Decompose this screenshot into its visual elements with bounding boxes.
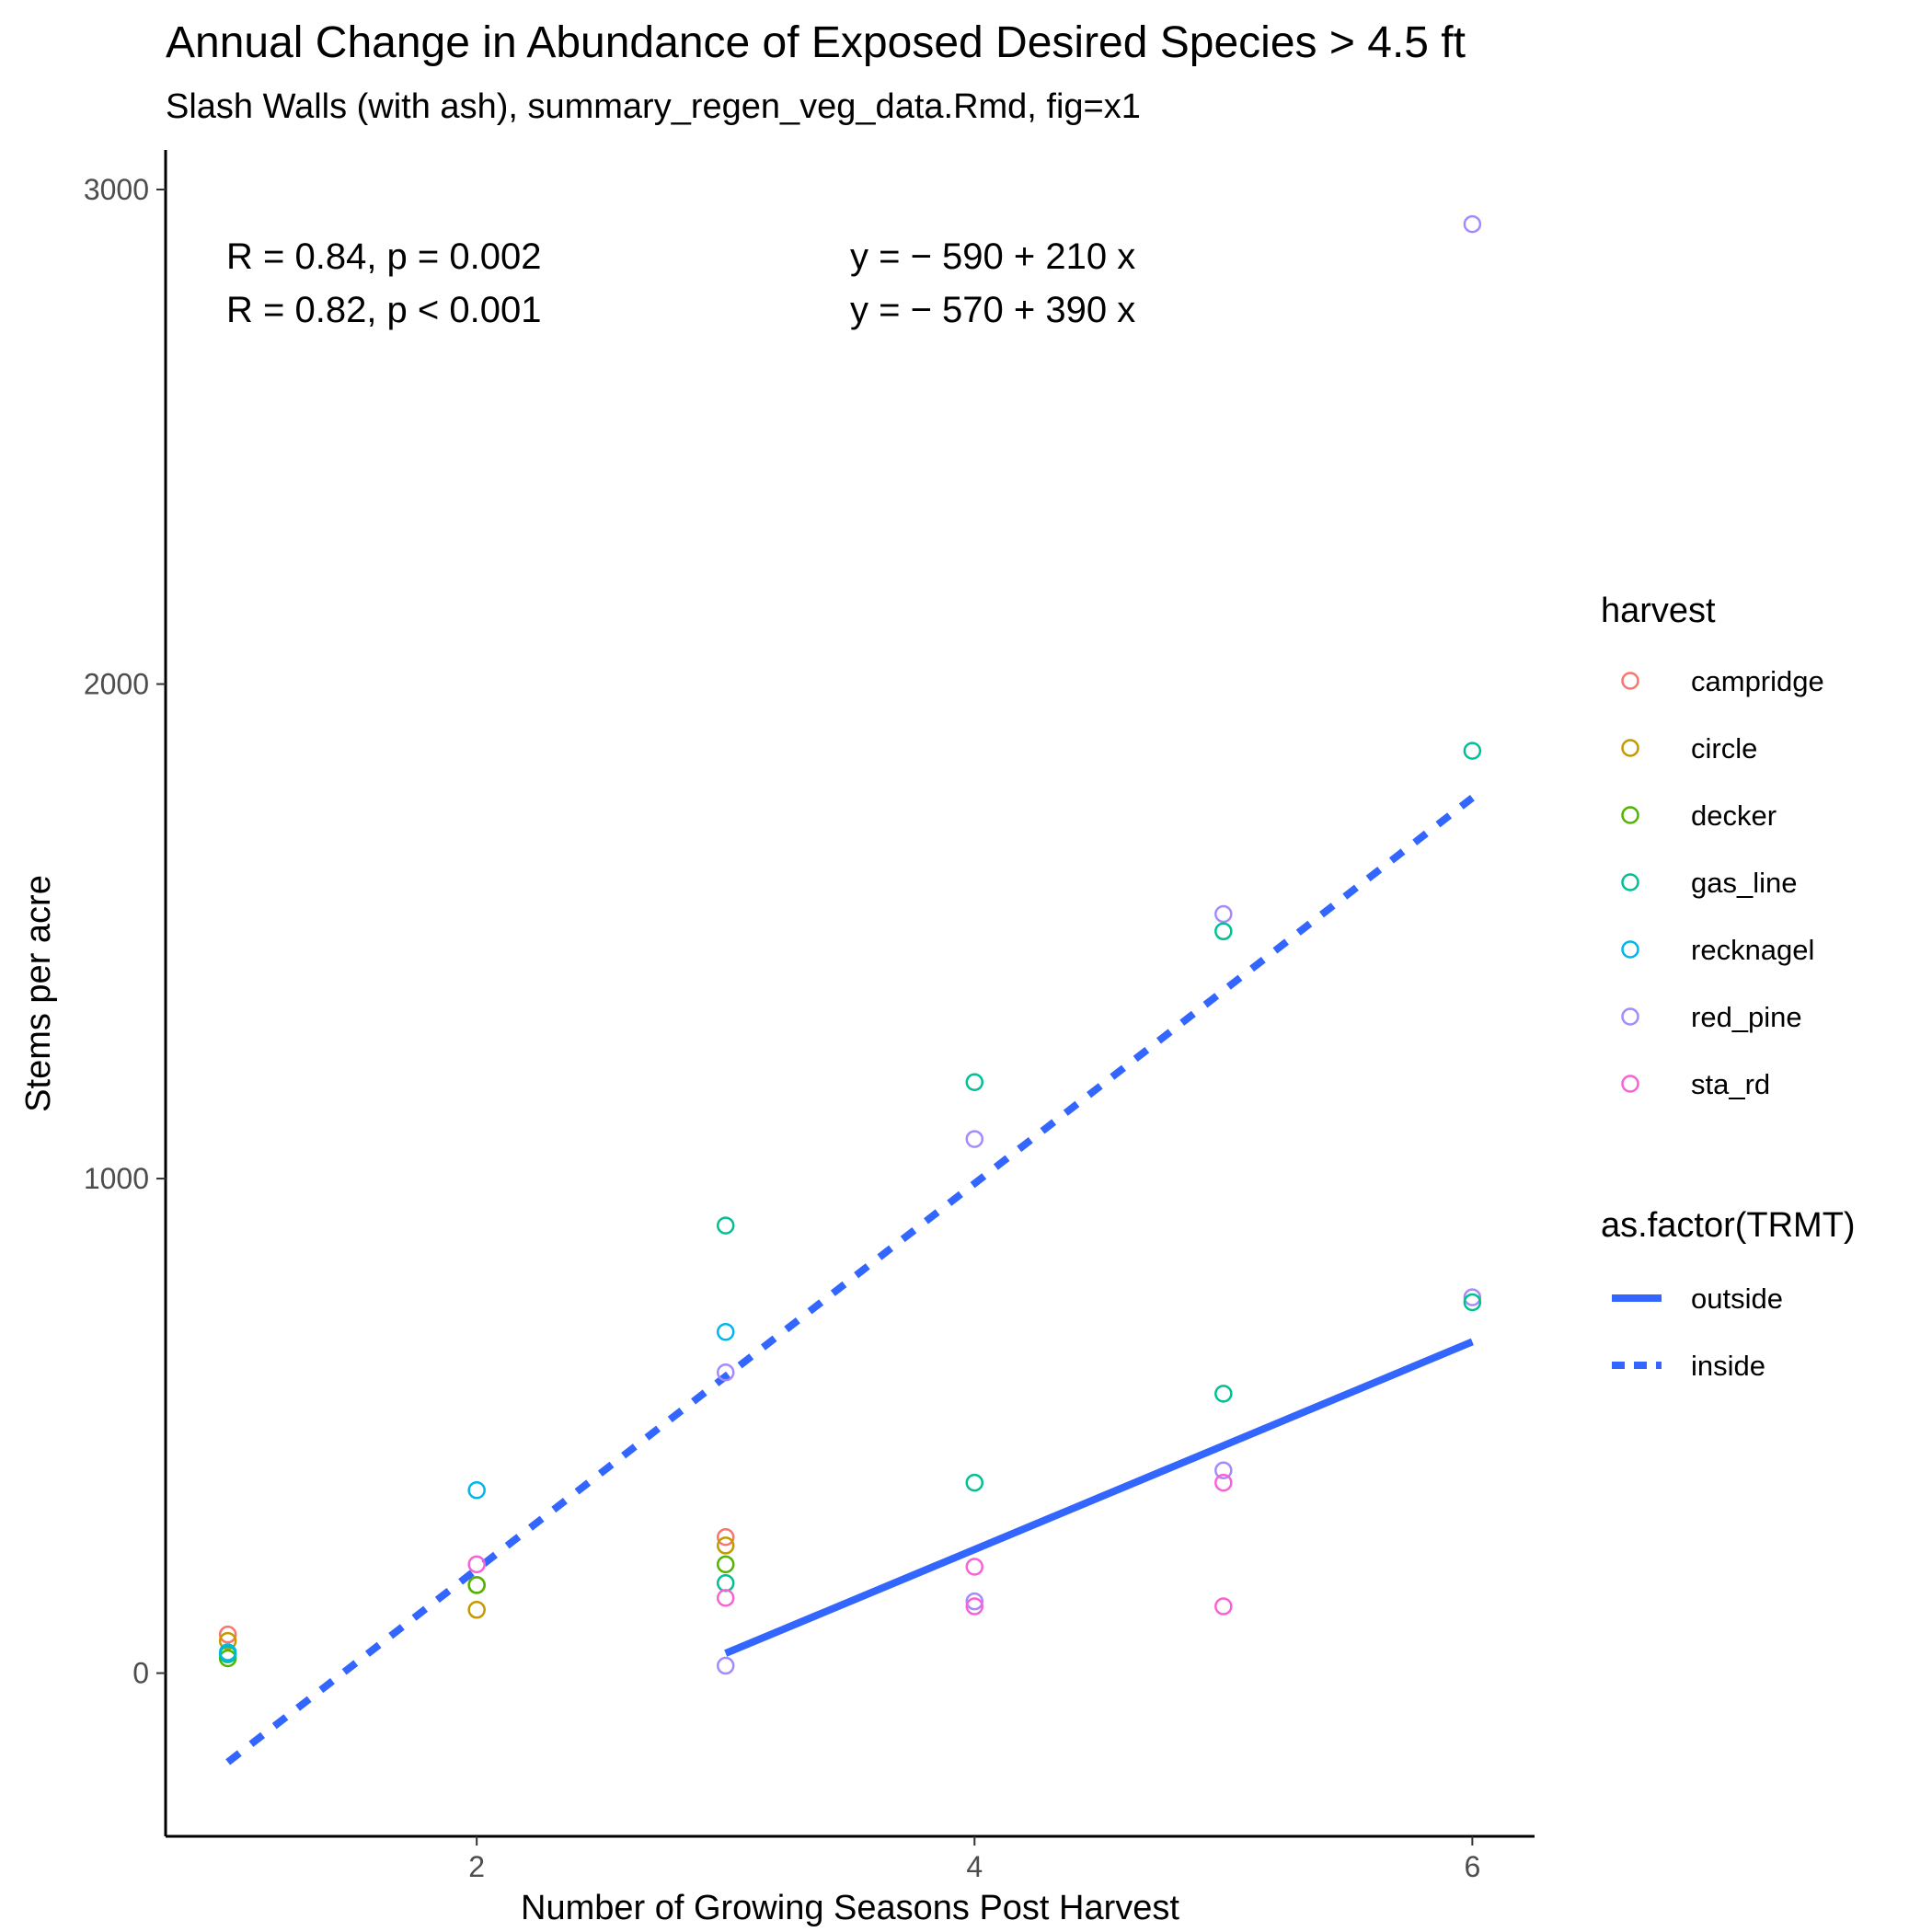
legend-label-gas_line: gas_line — [1691, 867, 1797, 899]
chart-title: Annual Change in Abundance of Exposed De… — [166, 18, 1466, 67]
data-point-gas_line — [1214, 922, 1233, 941]
legend-label-campridge: campridge — [1691, 665, 1824, 697]
legend-label-red_pine: red_pine — [1691, 1001, 1802, 1033]
data-point-decker — [716, 1555, 735, 1574]
x-tick-label: 2 — [468, 1850, 485, 1883]
y-axis-ticks: 0 1000 2000 3000 — [84, 173, 166, 1690]
data-point-campridge — [218, 1625, 237, 1644]
data-point-campridge — [716, 1528, 735, 1547]
data-point-sta_rd — [965, 1597, 984, 1616]
annotation-r-2: R = 0.82, p < 0.001 — [226, 290, 541, 330]
data-point-sta_rd — [965, 1558, 984, 1576]
legend-harvest-title: harvest — [1601, 592, 1716, 630]
data-point-recknagel — [467, 1480, 486, 1500]
legend-label-inside: inside — [1691, 1350, 1765, 1382]
data-point-red_pine — [716, 1656, 735, 1675]
legend-key-circle — [1621, 739, 1639, 757]
data-point-sta_rd — [467, 1555, 486, 1574]
y-tick-label: 1000 — [84, 1162, 149, 1195]
annotation-r-1: R = 0.84, p = 0.002 — [226, 236, 541, 277]
data-point-gas_line — [965, 1473, 984, 1492]
annotation-eq-1: y = − 590 + 210 x — [850, 236, 1135, 277]
y-tick-label: 2000 — [84, 668, 149, 701]
data-point-gas_line — [965, 1073, 984, 1092]
data-point-red_pine — [1214, 904, 1233, 924]
legend-harvest: campridge circle decker gas_line recknagel re… — [1621, 665, 1824, 1100]
legend-key-campridge — [1621, 672, 1639, 690]
data-point-sta_rd — [1214, 1597, 1233, 1616]
data-point-decker — [467, 1576, 486, 1594]
data-point-red_pine — [965, 1592, 984, 1611]
data-point-gas_line — [1463, 1293, 1482, 1312]
data-point-gas_line — [1463, 742, 1482, 760]
chart-subtitle: Slash Walls (with ash), summary_regen_ve… — [166, 87, 1141, 126]
data-point-recknagel — [716, 1322, 735, 1341]
data-point-red_pine — [716, 1363, 735, 1382]
annotation-eq-2: y = − 570 + 390 x — [850, 290, 1135, 330]
data-point-recknagel — [218, 1643, 237, 1662]
x-tick-label: 4 — [966, 1850, 983, 1883]
legend-key-red_pine — [1621, 1007, 1639, 1026]
data-point-circle — [716, 1536, 735, 1555]
legend-treatment: outside inside — [1612, 1282, 1783, 1382]
legend-key-sta_rd — [1621, 1075, 1639, 1093]
legend-label-sta_rd: sta_rd — [1691, 1068, 1770, 1100]
y-axis-title: Stems per acre — [19, 875, 58, 1112]
legend-key-decker — [1621, 806, 1639, 824]
data-point-red_pine — [1463, 214, 1482, 234]
data-point-red_pine — [1463, 1288, 1482, 1306]
legend-treatment-title: as.factor(TRMT) — [1601, 1206, 1856, 1245]
data-point-red_pine — [1214, 1461, 1233, 1479]
legend-label-recknagel: recknagel — [1691, 934, 1814, 966]
data-point-gas_line — [716, 1574, 735, 1593]
fit-line-inside — [225, 795, 1475, 1765]
data-point-sta_rd — [716, 1589, 735, 1607]
x-axis-title: Number of Growing Seasons Post Harvest — [521, 1889, 1179, 1927]
regression-lines — [225, 795, 1475, 1765]
legend-key-recknagel — [1621, 940, 1639, 959]
data-point-circle — [218, 1631, 237, 1650]
legend-label-outside: outside — [1691, 1282, 1783, 1315]
data-point-sta_rd — [1214, 1473, 1233, 1492]
scatter-points — [218, 214, 1482, 1675]
stats-annotations: R = 0.84, p = 0.002 y = − 590 + 210 x R … — [226, 236, 1135, 330]
legend-key-gas_line — [1621, 873, 1639, 891]
data-point-red_pine — [965, 1130, 984, 1148]
data-point-circle — [467, 1601, 486, 1619]
y-tick-label: 3000 — [84, 173, 149, 206]
data-point-gas_line — [716, 1216, 735, 1235]
data-point-gas_line — [1214, 1385, 1233, 1403]
x-tick-label: 6 — [1464, 1850, 1480, 1883]
legend-label-circle: circle — [1691, 732, 1757, 765]
y-tick-label: 0 — [132, 1657, 149, 1690]
legend-label-decker: decker — [1691, 799, 1777, 832]
fit-line-outside — [724, 1338, 1474, 1657]
x-axis-ticks: 2 4 6 — [468, 1836, 1480, 1883]
